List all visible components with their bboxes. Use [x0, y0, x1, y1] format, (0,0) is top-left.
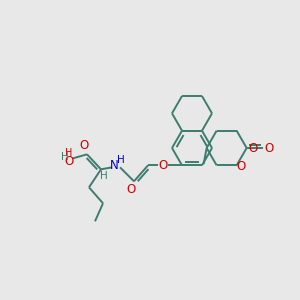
- Text: H: H: [117, 155, 125, 165]
- Text: O: O: [264, 142, 273, 154]
- Text: H: H: [100, 171, 108, 181]
- Text: O: O: [248, 142, 257, 154]
- Text: H: H: [65, 148, 73, 158]
- Text: O: O: [236, 160, 245, 173]
- Text: O: O: [64, 155, 74, 168]
- Text: N: N: [110, 159, 118, 172]
- Text: O: O: [158, 159, 168, 172]
- Text: O: O: [126, 183, 136, 196]
- Text: O: O: [80, 139, 88, 152]
- Text: H: H: [61, 152, 69, 162]
